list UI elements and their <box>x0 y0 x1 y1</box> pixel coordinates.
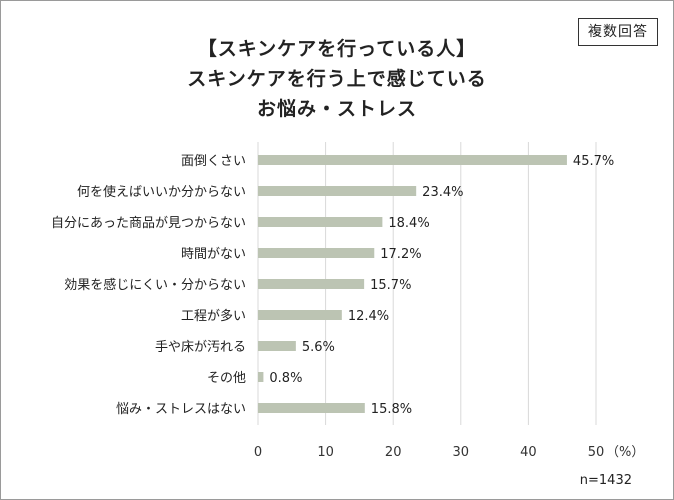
x-tick-label: 10 <box>317 445 334 460</box>
bar <box>258 310 342 320</box>
bar <box>258 372 264 382</box>
multiple-answer-badge: 複数回答 <box>578 18 658 46</box>
x-tick-label: 0 <box>254 445 262 460</box>
bar <box>258 217 383 227</box>
category-label: 工程が多い <box>181 308 246 324</box>
category-label: 何を使えばいいか分からない <box>77 184 246 200</box>
category-label: 自分にあった商品が見つからない <box>51 216 246 231</box>
category-label: 効果を感じにくい・分からない <box>64 277 246 293</box>
bar <box>258 186 417 196</box>
x-tick-label: 30 <box>453 445 470 460</box>
sample-size-note: n=1432 <box>580 473 632 488</box>
chart-title-line-2: スキンケアを行う上で感じている <box>187 68 487 90</box>
value-label: 15.7% <box>370 278 411 293</box>
bar <box>258 403 365 413</box>
value-label: 15.8% <box>371 402 412 417</box>
chart-title-line-1: 【スキンケアを行っている人】 <box>197 38 477 60</box>
value-label: 12.4% <box>348 309 389 324</box>
x-tick-label: 20 <box>385 445 402 460</box>
x-tick-label: 50 <box>588 445 605 460</box>
x-tick-label: 40 <box>520 445 537 460</box>
x-unit-label: （%） <box>606 445 644 460</box>
value-label: 18.4% <box>388 216 429 231</box>
value-label: 0.8% <box>269 371 302 386</box>
bar <box>258 341 296 351</box>
value-label: 17.2% <box>380 247 421 262</box>
category-label: その他 <box>207 371 246 386</box>
bar <box>258 248 375 258</box>
bar <box>258 279 365 289</box>
value-label: 45.7% <box>573 154 614 169</box>
category-label: 悩み・ストレスはない <box>116 402 246 417</box>
category-label: 面倒くさい <box>181 154 246 169</box>
bar <box>258 155 567 165</box>
category-label: 手や床が汚れる <box>155 340 246 355</box>
category-label: 時間がない <box>181 247 246 262</box>
chart-title-line-3: お悩み・ストレス <box>256 98 417 120</box>
value-label: 5.6% <box>302 340 335 355</box>
value-label: 23.4% <box>422 185 463 200</box>
